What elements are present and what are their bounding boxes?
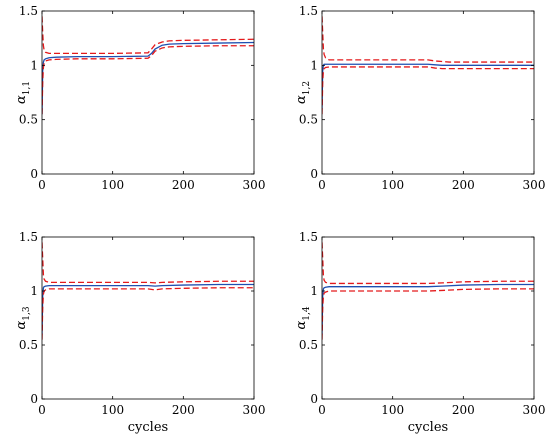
- y-tick-label: 1.5: [299, 230, 318, 244]
- y-tick-label: 0.5: [299, 113, 318, 127]
- y-tick-label: 1.5: [299, 4, 318, 18]
- y-axis-label-subscript: 1,3: [22, 306, 32, 321]
- series-line-estimate: [322, 63, 534, 109]
- x-tick-label: 0: [38, 403, 46, 417]
- x-tick-label: 0: [318, 403, 326, 417]
- y-axis-label-symbol: α: [294, 95, 309, 104]
- x-tick-label: 0: [38, 178, 46, 192]
- y-tick-label: 1: [30, 284, 38, 298]
- subplot-1: 0 100 200 300 0 0.5 1 1.5 α1,1: [14, 4, 265, 192]
- y-tick-label: 1: [310, 284, 318, 298]
- x-tick-label: 300: [243, 178, 266, 192]
- y-axis-label: α1,2: [294, 81, 312, 104]
- y-tick-label: 0.5: [299, 338, 318, 352]
- series-line-lower-bound: [42, 45, 254, 115]
- y-tick-label: 0: [30, 167, 38, 181]
- x-tick-label: 300: [523, 403, 546, 417]
- axes-frame: [41, 10, 255, 175]
- x-tick-label: 100: [101, 178, 124, 192]
- x-tick-label: 200: [452, 403, 475, 417]
- subplot-4: 0 100 200 300 0 0.5 1 1.5 α1,4 cycles: [294, 230, 545, 435]
- x-tick-label: 300: [243, 403, 266, 417]
- axes-frame: [41, 236, 255, 400]
- subplot-2: 0 100 200 300 0 0.5 1 1.5 α1,2: [294, 4, 545, 192]
- x-tick-label: 300: [523, 178, 546, 192]
- axes-frame: [321, 10, 535, 175]
- y-tick-label: 0.5: [19, 113, 38, 127]
- series-line-upper-bound: [322, 16, 534, 63]
- series-line-lower-bound: [322, 288, 534, 340]
- y-axis-label: α1,4: [294, 306, 312, 329]
- y-axis-label-subscript: 1,1: [22, 81, 32, 95]
- x-tick-label: 100: [381, 403, 404, 417]
- y-tick-label: 0: [310, 392, 318, 406]
- x-axis-label: cycles: [128, 420, 168, 435]
- y-tick-label: 1: [30, 58, 38, 72]
- x-tick-label: 200: [452, 178, 475, 192]
- y-axis-label: α1,1: [14, 81, 32, 104]
- y-axis-label: α1,3: [14, 306, 32, 329]
- y-tick-label: 1.5: [19, 4, 38, 18]
- series-line-upper-bound: [322, 242, 534, 285]
- x-tick-label: 0: [318, 178, 326, 192]
- x-tick-label: 100: [381, 178, 404, 192]
- x-tick-label: 200: [172, 403, 195, 417]
- series-line-lower-bound: [322, 66, 534, 115]
- y-tick-label: 0: [30, 392, 38, 406]
- subplot-3: 0 100 200 300 0 0.5 1 1.5 α1,3 cycles: [14, 230, 265, 435]
- y-axis-label-symbol: α: [14, 321, 29, 330]
- series-line-estimate: [322, 283, 534, 335]
- x-tick-label: 100: [101, 403, 124, 417]
- series-line-lower-bound: [42, 287, 254, 340]
- y-tick-label: 0: [310, 167, 318, 181]
- series-line-estimate: [42, 283, 254, 335]
- y-tick-label: 1.5: [19, 230, 38, 244]
- y-tick-label: 1: [310, 58, 318, 72]
- series-line-estimate: [42, 41, 254, 115]
- y-axis-label-symbol: α: [294, 321, 309, 330]
- x-tick-label: 200: [172, 178, 195, 192]
- axes-frame: [321, 236, 535, 400]
- y-axis-label-symbol: α: [14, 95, 29, 104]
- y-axis-label-subscript: 1,4: [302, 306, 312, 321]
- y-axis-label-subscript: 1,2: [302, 81, 312, 95]
- series-line-upper-bound: [42, 242, 254, 284]
- y-tick-label: 0.5: [19, 338, 38, 352]
- x-axis-label: cycles: [408, 420, 448, 435]
- series-line-upper-bound: [42, 16, 254, 55]
